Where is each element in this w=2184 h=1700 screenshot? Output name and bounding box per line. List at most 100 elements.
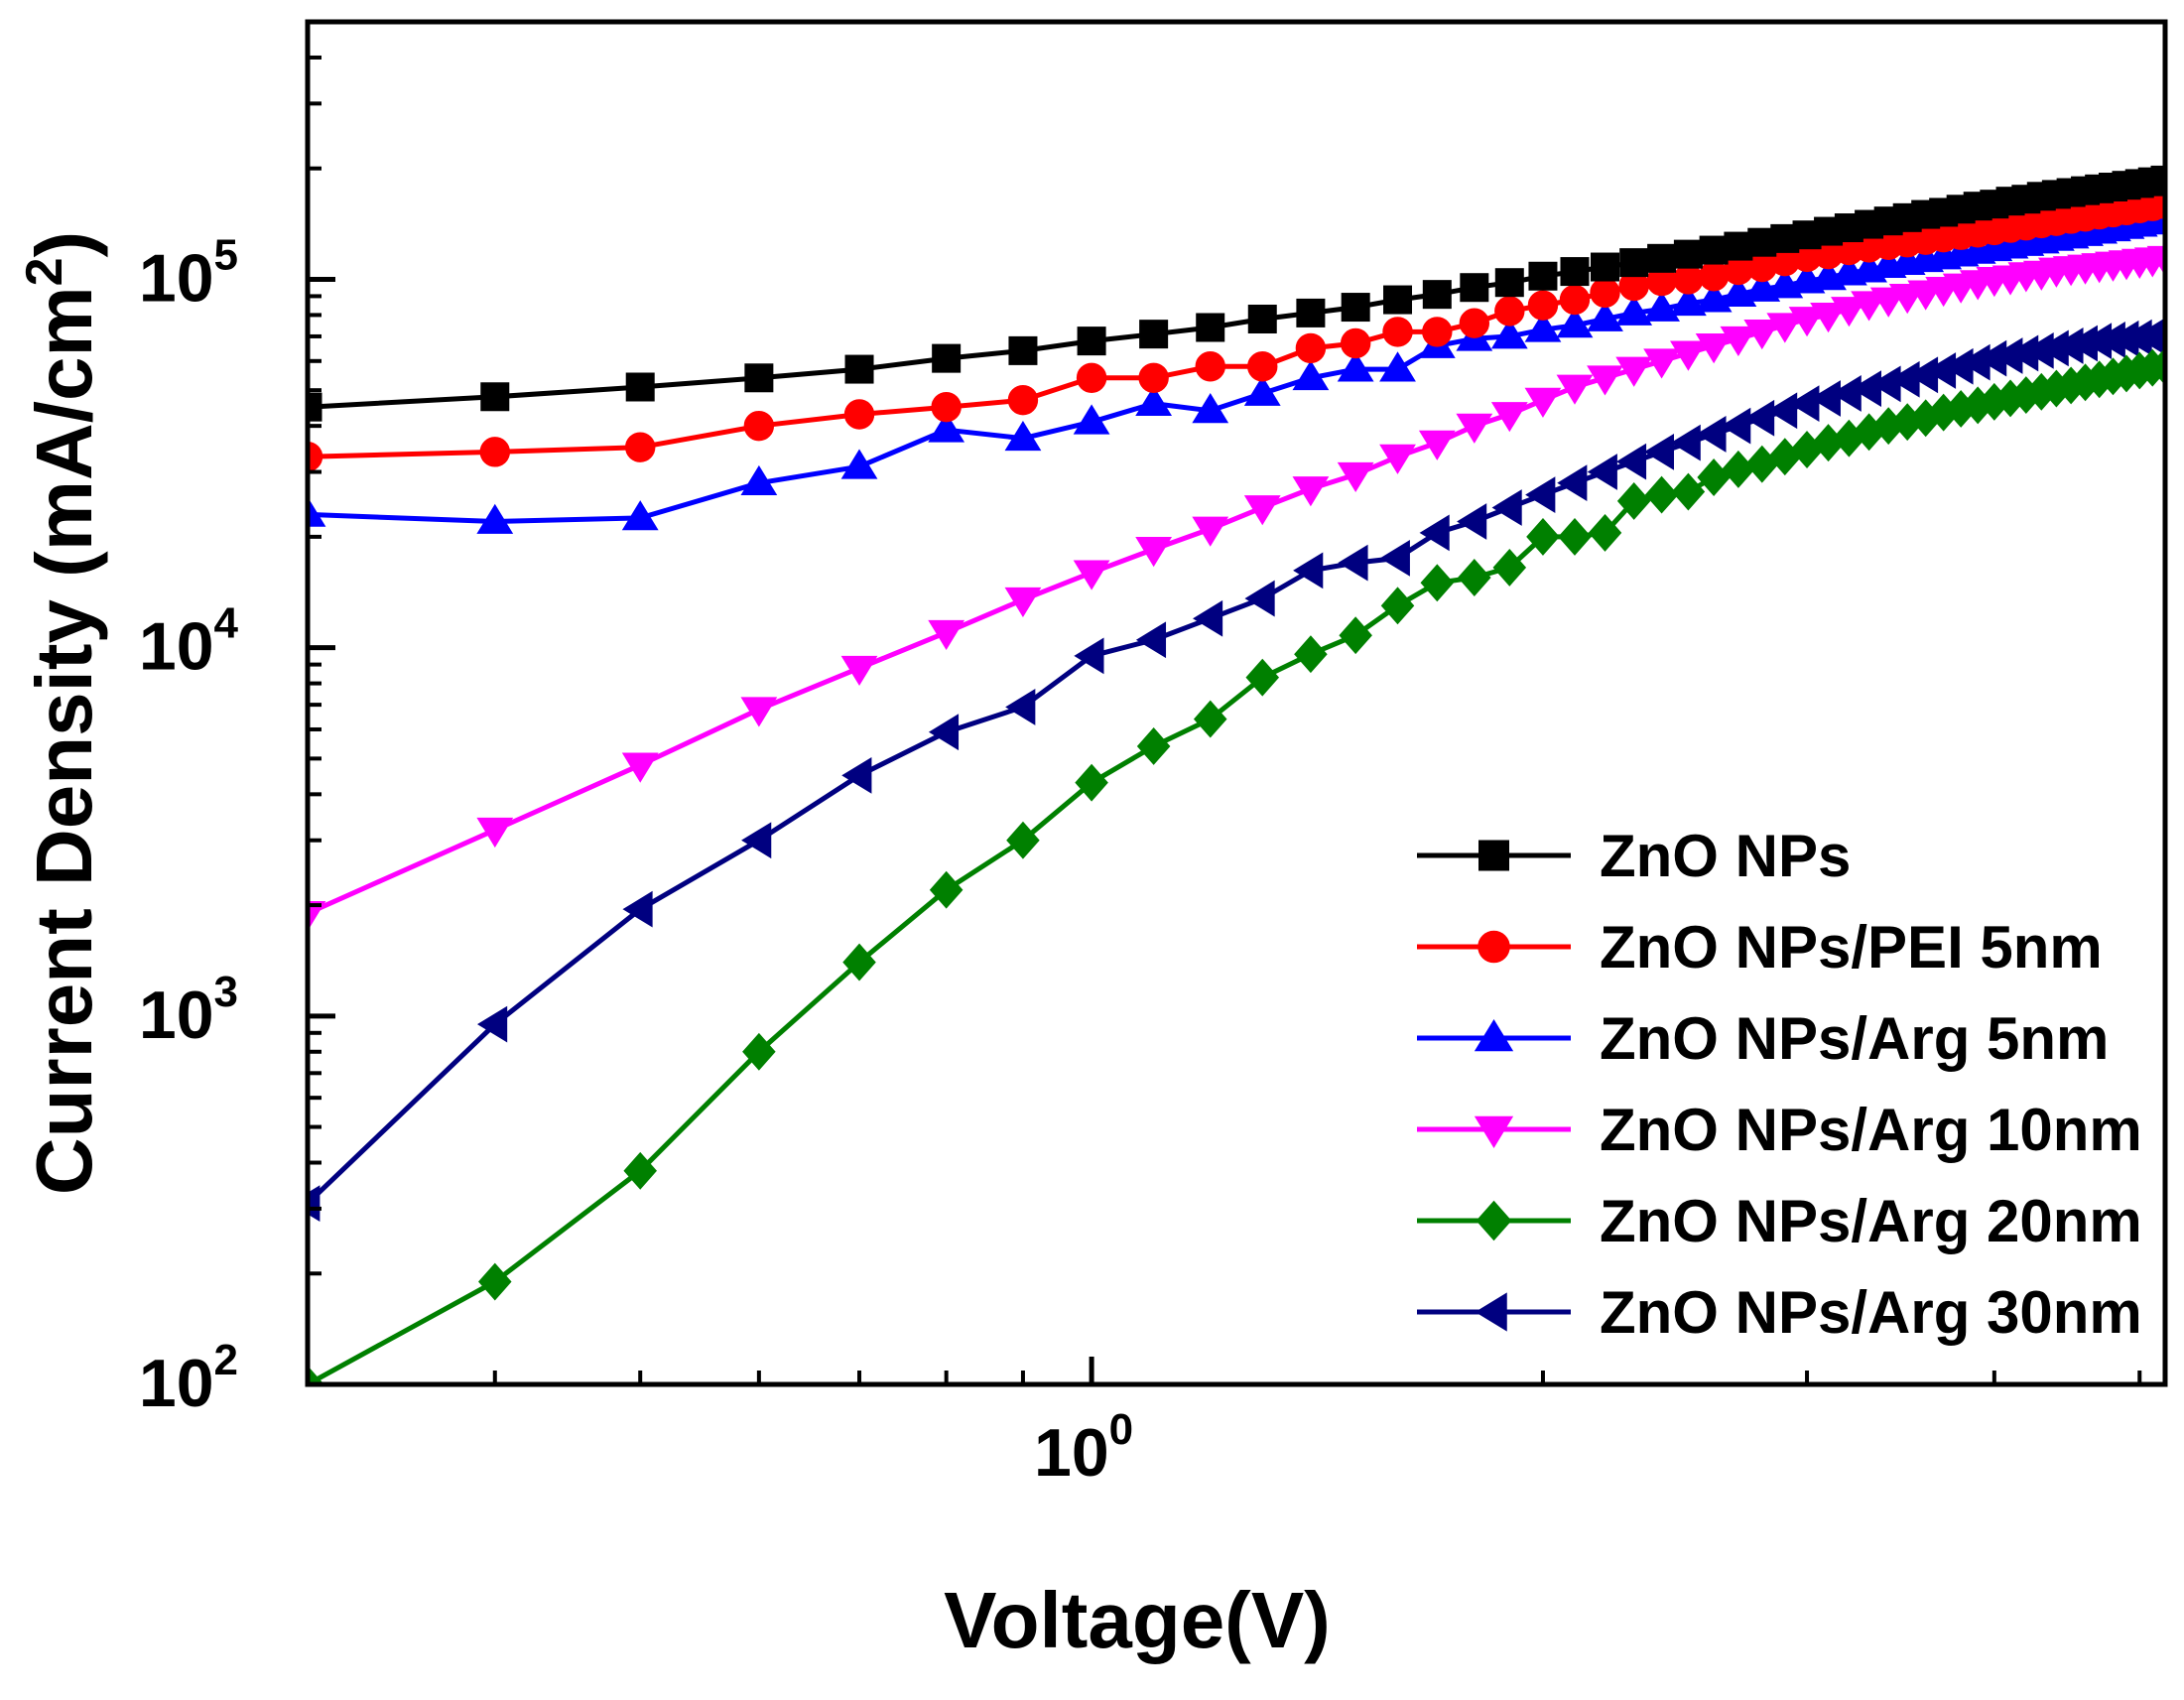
data-point: [1673, 264, 1704, 295]
data-point: [1192, 393, 1229, 424]
data-point: [1699, 235, 1729, 265]
data-point: [1831, 297, 1867, 327]
x-tick-label-exponent: 0: [1109, 1405, 1133, 1454]
data-point: [308, 496, 326, 527]
data-point: [1341, 293, 1370, 323]
data-point: [1243, 375, 1281, 406]
data-point: [743, 410, 775, 442]
series-line-4: [308, 255, 2165, 916]
data-point: [1695, 333, 1733, 364]
data-point: [1490, 402, 1528, 433]
legend-item: ZnO NPs/Arg 10nm: [1417, 1097, 2142, 1163]
legend-item: ZnO NPs/Arg 30nm: [1417, 1279, 2142, 1346]
data-point: [621, 752, 659, 783]
legend-item: ZnO NPs/Arg 5nm: [1417, 1005, 2109, 1072]
data-point: [1643, 433, 1675, 470]
data-point: [1587, 365, 1623, 396]
data-point: [2146, 245, 2165, 277]
data-point: [1292, 476, 1330, 507]
data-point: [1588, 513, 1622, 552]
y-tick-label-exponent: 5: [214, 230, 238, 279]
y-tick-label: 104: [139, 599, 239, 685]
data-point: [1004, 420, 1042, 452]
data-point: [742, 1032, 776, 1071]
legend-item: ZnO NPs/PEI 5nm: [1417, 914, 2103, 981]
data-point: [1192, 599, 1223, 637]
data-point: [1560, 257, 1590, 287]
data-point: [1643, 291, 1680, 322]
data-point: [1420, 564, 1455, 602]
data-point: [1670, 424, 1701, 461]
data-point: [740, 464, 778, 496]
data-point: [741, 822, 772, 859]
data-point: [1245, 658, 1280, 697]
data-point: [1743, 320, 1781, 350]
legend-item: ZnO NPs: [1417, 823, 1851, 889]
legend-marker: [1478, 840, 1509, 871]
data-point: [1696, 416, 1727, 453]
data-point: [1494, 296, 1525, 327]
data-point: [1590, 277, 1620, 309]
data-point: [1418, 430, 1456, 460]
data-point: [1074, 637, 1104, 675]
y-axis-title-main: Current Density (mA/cm: [20, 286, 108, 1195]
data-point: [1005, 689, 1036, 725]
y-tick-label-base: 10: [139, 1346, 214, 1421]
data-point: [1671, 472, 1706, 511]
data-point: [1789, 385, 1820, 423]
data-point: [1294, 635, 1328, 674]
data-point: [477, 1005, 508, 1043]
data-point: [1670, 285, 1707, 317]
data-point: [1616, 481, 1651, 520]
x-tick-label: 100: [1034, 1405, 1133, 1491]
data-point: [1073, 560, 1110, 590]
data-point: [1722, 450, 1755, 488]
data-point: [1494, 268, 1524, 298]
data-point: [1670, 340, 1707, 371]
data-point: [1556, 308, 1594, 338]
data-point: [1244, 580, 1275, 617]
legend-item: ZnO NPs/Arg 20nm: [1417, 1188, 2142, 1254]
data-point: [1337, 351, 1374, 382]
series-markers-4: [308, 245, 2165, 932]
legend-marker: [1477, 930, 1510, 964]
data-point: [1615, 295, 1653, 326]
series-markers-3: [308, 201, 2165, 534]
data-point: [1422, 280, 1452, 310]
data-point: [842, 943, 876, 981]
data-point: [1492, 548, 1527, 587]
legend: ZnO NPs ZnO NPs/PEI 5nm ZnO NPs/Arg 5nm ZnO…: [1417, 823, 2142, 1346]
data-point: [1337, 461, 1374, 493]
data-point: [1559, 284, 1591, 316]
series-markers-2: [308, 189, 2165, 472]
data-point: [1673, 239, 1703, 269]
data-point: [928, 619, 965, 651]
data-point: [479, 437, 510, 467]
legend-marker: [1474, 1115, 1514, 1148]
data-point: [928, 412, 965, 443]
data-point: [1243, 495, 1281, 526]
data-point: [1379, 540, 1410, 577]
data-point: [1139, 320, 1169, 349]
data-point: [1460, 273, 1489, 303]
data-point: [1724, 231, 1753, 261]
data-point: [625, 432, 656, 462]
data-point: [2150, 165, 2165, 195]
data-point: [1556, 374, 1594, 405]
data-point: [1788, 307, 1826, 337]
data-point: [1077, 327, 1106, 356]
data-point: [840, 449, 878, 479]
data-point: [1247, 351, 1278, 382]
data-point: [929, 870, 964, 909]
data-point: [1744, 399, 1775, 437]
data-point: [1196, 313, 1225, 342]
data-point: [1136, 727, 1171, 765]
data-point: [621, 500, 659, 531]
data-point: [1007, 384, 1039, 416]
data-point: [1767, 392, 1798, 430]
y-tick-label-exponent: 4: [214, 599, 239, 648]
data-point: [1138, 362, 1169, 393]
data-point: [308, 900, 326, 932]
